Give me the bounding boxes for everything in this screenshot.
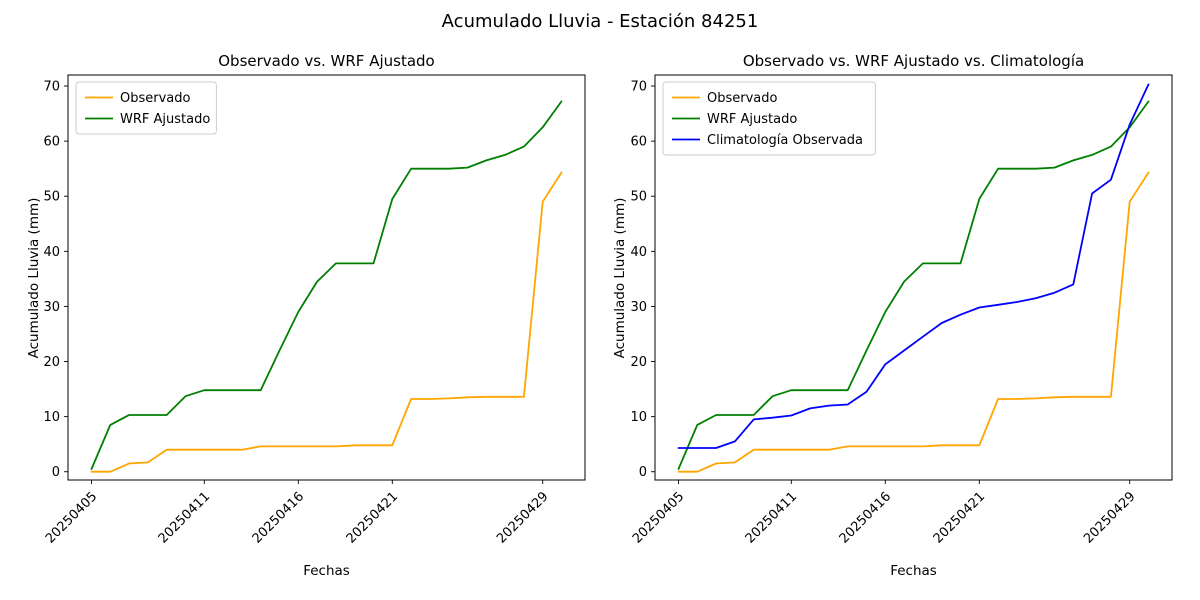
legend-box: [75, 81, 217, 135]
x-tick-label: 20250429: [1081, 489, 1138, 546]
x-tick-label: 20250421: [344, 489, 401, 546]
legend-box: [662, 81, 876, 156]
y-tick-label: 50: [630, 190, 647, 205]
series-line-wrf-ajustado: [90, 100, 563, 470]
left-y-axis-label: Acumulado Lluvia (mm): [26, 197, 42, 359]
right-x-axis-label: Fechas: [890, 563, 937, 579]
legend: Observado WRF Ajustado: [75, 81, 217, 135]
x-tick-label: 20250405: [630, 489, 687, 546]
y-tick-label: 60: [43, 135, 60, 150]
y-tick-label: 10: [43, 410, 60, 425]
y-tick-label: 30: [630, 300, 647, 315]
x-tick-label: 20250405: [43, 489, 100, 546]
series-line-observado: [90, 171, 563, 473]
left-x-axis-label: Fechas: [303, 563, 350, 579]
right-subplot-title: Observado vs. WRF Ajustado vs. Climatolo…: [742, 52, 1085, 70]
x-tick-label: 20250421: [931, 489, 988, 546]
x-tick-label: 20250416: [837, 489, 894, 546]
y-tick-label: 30: [43, 300, 60, 315]
y-tick-label: 50: [43, 190, 60, 205]
left-subplot: 0 10 20 30 40 50 60 70 20250405 20250411 20250416 2…: [43, 74, 586, 547]
y-tick-label: 40: [43, 245, 60, 260]
x-tick-label: 20250411: [743, 489, 800, 546]
series-line-observado: [677, 171, 1150, 473]
legend-label: Observado: [707, 91, 778, 106]
left-subplot-title: Observado vs. WRF Ajustado: [218, 52, 435, 70]
legend-label: Climatología Observada: [707, 133, 863, 148]
legend-label: WRF Ajustado: [707, 112, 797, 127]
y-tick-label: 20: [630, 355, 647, 370]
y-tick-label: 10: [630, 410, 647, 425]
legend-label: WRF Ajustado: [120, 112, 210, 127]
y-tick-label: 0: [639, 465, 647, 480]
right-y-axis-label: Acumulado Lluvia (mm): [612, 197, 628, 359]
y-tick-label: 0: [52, 465, 60, 480]
axes-frame: [67, 74, 586, 481]
series-line-wrf-ajustado: [677, 100, 1150, 470]
legend-label: Observado: [120, 91, 191, 106]
legend: Observado WRF Ajustado Climatología Observ…: [662, 81, 876, 156]
y-tick-label: 70: [43, 80, 60, 95]
figure-title: Acumulado Lluvia - Estación 84251: [441, 11, 759, 32]
y-tick-label: 60: [630, 135, 647, 150]
y-tick-label: 40: [630, 245, 647, 260]
x-tick-label: 20250429: [494, 489, 551, 546]
y-tick-label: 20: [43, 355, 60, 370]
x-tick-label: 20250411: [156, 489, 213, 546]
y-tick-label: 70: [630, 80, 647, 95]
right-subplot: 0 10 20 30 40 50 60 70 20250405 20250411 20250416 2…: [630, 74, 1173, 547]
x-tick-label: 20250416: [250, 489, 307, 546]
series-line-climatología-observada: [677, 83, 1150, 449]
